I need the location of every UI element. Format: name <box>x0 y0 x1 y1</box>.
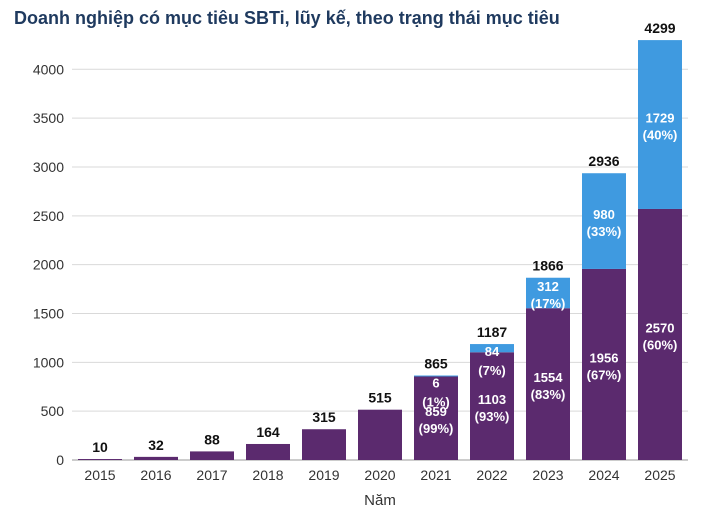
bar-segment <box>358 409 402 460</box>
total-label: 164 <box>256 424 280 440</box>
total-label: 10 <box>92 439 108 455</box>
x-axis-label: Năm <box>364 492 396 509</box>
segment-share-label: (93%) <box>475 409 510 424</box>
segment-share-label: (7%) <box>478 363 505 378</box>
segment-value-label: 980 <box>593 207 615 222</box>
bar-segment <box>246 443 290 460</box>
x-tick-label: 2018 <box>252 467 283 483</box>
bar-segment <box>638 208 682 460</box>
x-tick-label: 2019 <box>308 467 339 483</box>
segment-share-label: (17%) <box>531 296 566 311</box>
segment-share-label: (67%) <box>587 367 622 382</box>
bar-segment <box>134 456 178 460</box>
total-label: 4299 <box>644 20 675 36</box>
segment-share-label: (60%) <box>643 337 678 352</box>
y-tick-label: 1000 <box>33 354 64 370</box>
segment-value-label: 312 <box>537 279 559 294</box>
x-tick-label: 2025 <box>644 467 675 483</box>
segment-share-label: (99%) <box>419 421 454 436</box>
chart-title: Doanh nghiệp có mục tiêu SBTi, lũy kế, t… <box>14 8 560 28</box>
total-label: 32 <box>148 437 164 453</box>
y-tick-label: 500 <box>41 403 65 419</box>
y-tick-label: 2500 <box>33 208 64 224</box>
segment-value-label: 1956 <box>590 350 619 365</box>
x-tick-label: 2020 <box>364 467 395 483</box>
y-tick-label: 3500 <box>33 110 64 126</box>
bar-segment <box>526 277 570 309</box>
bar-segment <box>78 459 122 461</box>
x-tick-label: 2016 <box>140 467 171 483</box>
segment-value-label: 1729 <box>646 111 675 126</box>
y-tick-label: 3000 <box>33 159 64 175</box>
segment-share-label: (83%) <box>531 387 566 402</box>
segment-value-label: 1103 <box>478 392 506 407</box>
total-label: 865 <box>424 356 448 372</box>
total-label: 315 <box>312 409 336 425</box>
segment-value-label: 1554 <box>534 370 564 385</box>
y-tick-label: 4000 <box>33 61 64 77</box>
bar-segment <box>190 451 234 460</box>
bar-segment <box>302 429 346 460</box>
bar-segment <box>638 40 682 209</box>
x-tick-label: 2017 <box>196 467 227 483</box>
bar-segment <box>414 375 458 377</box>
total-label: 1187 <box>477 324 508 340</box>
x-tick-label: 2023 <box>532 467 563 483</box>
segment-value-label: 84 <box>485 344 500 359</box>
bar-segment <box>526 308 570 460</box>
segment-share-label: (1%) <box>422 395 449 410</box>
bar-segment <box>470 352 514 460</box>
segment-value-label: 6 <box>432 376 439 391</box>
total-label: 2936 <box>588 153 619 169</box>
x-tick-label: 2024 <box>588 467 619 483</box>
total-label: 1866 <box>532 258 563 274</box>
bar-segment <box>582 268 626 460</box>
segment-share-label: (40%) <box>643 128 678 143</box>
segment-value-label: 859 <box>425 404 447 419</box>
bar-segment <box>414 376 458 460</box>
y-tick-label: 2000 <box>33 257 64 273</box>
y-tick-label: 1500 <box>33 305 64 321</box>
x-tick-label: 2022 <box>476 467 507 483</box>
x-tick-label: 2015 <box>84 467 115 483</box>
bar-segment <box>582 173 626 269</box>
total-label: 88 <box>204 431 220 447</box>
total-label: 515 <box>368 390 392 406</box>
x-tick-label: 2021 <box>420 467 451 483</box>
y-tick-label: 0 <box>56 452 64 468</box>
segment-value-label: 2570 <box>646 320 675 335</box>
bar-segment <box>470 344 514 353</box>
segment-share-label: (33%) <box>587 224 622 239</box>
